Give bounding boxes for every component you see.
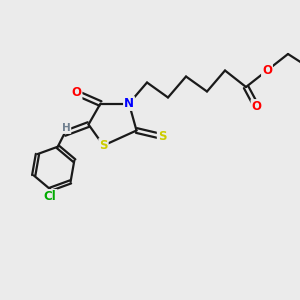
Text: O: O xyxy=(251,100,262,113)
Text: O: O xyxy=(71,86,82,100)
Text: N: N xyxy=(124,97,134,110)
Text: O: O xyxy=(262,64,272,77)
Text: Cl: Cl xyxy=(44,190,57,203)
Text: S: S xyxy=(158,130,166,143)
Text: H: H xyxy=(61,123,70,133)
Text: S: S xyxy=(99,139,108,152)
